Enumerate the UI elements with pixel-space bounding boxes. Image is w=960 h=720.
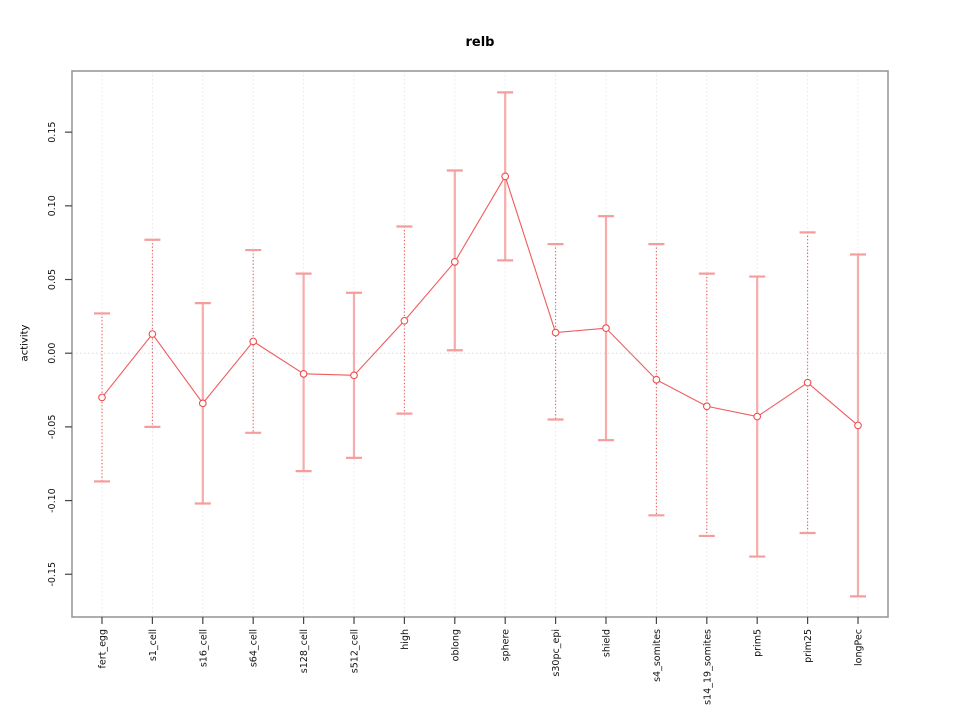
x-tick-label: s14_19_somites <box>702 629 713 705</box>
data-point <box>299 369 308 378</box>
data-point <box>198 399 207 408</box>
plot-frame <box>71 70 889 618</box>
chart-title: relb <box>465 35 495 50</box>
x-tick-label: s128_cell <box>299 629 310 673</box>
data-point <box>854 421 862 430</box>
data-point <box>249 337 258 346</box>
x-tick-label: s30pc_epi <box>551 629 562 677</box>
x-tick-label: prim5 <box>753 629 764 657</box>
y-tick-label: -0.10 <box>47 488 58 513</box>
y-tick-label: -0.05 <box>47 415 58 440</box>
series-line <box>101 175 859 426</box>
x-tick-label: s4_somites <box>652 629 663 682</box>
data-point <box>501 172 510 181</box>
x-tick-label: high <box>400 629 411 650</box>
x-tick-label: s1_cell <box>148 629 159 661</box>
y-tick-label: 0.05 <box>47 269 58 290</box>
data-point <box>98 393 106 402</box>
x-tick-label: longPec <box>854 629 865 666</box>
y-tick-label: 0.10 <box>47 195 58 216</box>
data-point <box>753 412 762 421</box>
data-point <box>803 378 812 387</box>
x-tick-label: fert_egg <box>98 629 109 668</box>
x-tick-label: prim25 <box>803 629 814 663</box>
x-tick-label: sphere <box>501 629 512 662</box>
data-point <box>551 328 560 337</box>
y-tick-label: -0.15 <box>47 562 58 587</box>
x-tick-label: oblong <box>450 629 461 661</box>
x-tick-label: shield <box>602 629 613 657</box>
data-point <box>350 371 358 380</box>
data-point <box>602 324 610 333</box>
x-tick-label: s64_cell <box>249 629 260 667</box>
x-tick-label: s16_cell <box>198 629 209 667</box>
data-point <box>450 257 459 266</box>
y-axis-label: activity <box>19 324 31 362</box>
x-tick-label: s512_cell <box>350 629 361 673</box>
data-point <box>652 375 661 384</box>
data-point <box>148 330 157 338</box>
data-point <box>400 316 409 325</box>
y-tick-label: 0.00 <box>47 343 58 364</box>
y-tick-label: 0.15 <box>47 122 58 143</box>
data-point <box>702 402 711 411</box>
